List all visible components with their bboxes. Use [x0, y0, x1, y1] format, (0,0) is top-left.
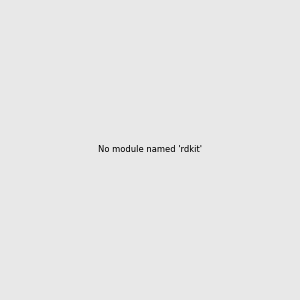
Text: No module named 'rdkit': No module named 'rdkit' [98, 146, 202, 154]
